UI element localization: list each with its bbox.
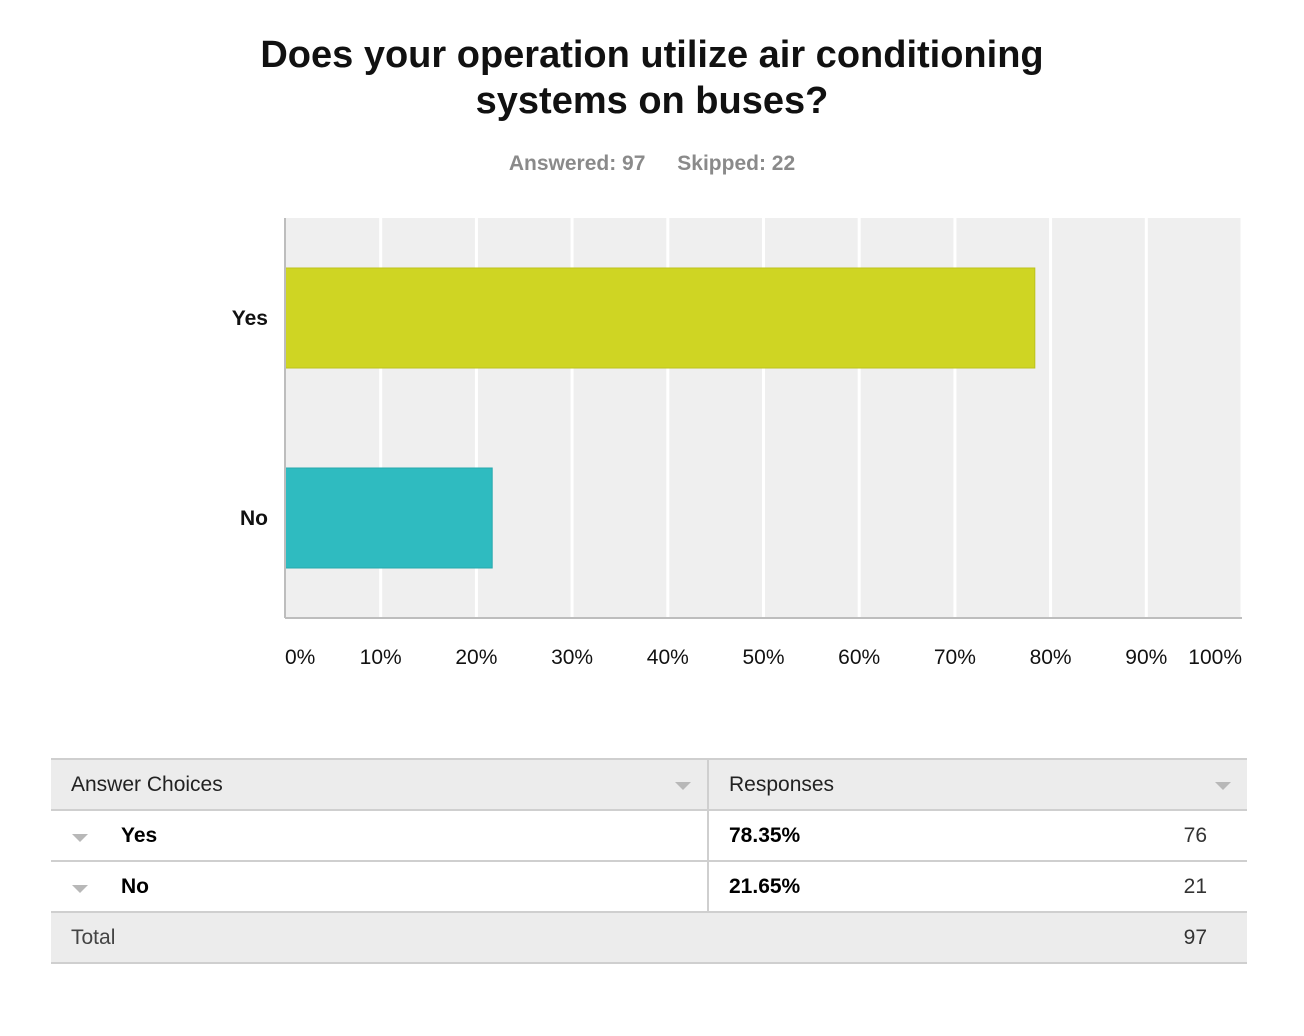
x-tick-label: 30%: [551, 646, 593, 669]
responses-header[interactable]: Responses: [708, 758, 1247, 811]
choice-cell: Yes: [51, 810, 709, 862]
choice-label: Yes: [121, 823, 158, 847]
response-cell: 21.65% 21: [708, 861, 1247, 913]
answer-choices-header-label: Answer Choices: [71, 772, 223, 796]
response-percent: 78.35%: [729, 823, 801, 847]
expand-caret-icon[interactable]: [72, 885, 88, 893]
table-row: Yes 78.35% 76: [51, 810, 1247, 862]
total-count: 97: [1183, 925, 1207, 949]
choice-label: No: [121, 874, 149, 898]
total-row: Total 97: [51, 912, 1247, 964]
chart-title-line-2: systems on buses?: [475, 80, 829, 122]
category-label: Yes: [232, 307, 268, 330]
sort-caret-icon[interactable]: [675, 782, 691, 790]
x-tick-label: 70%: [934, 646, 976, 669]
x-tick-label: 10%: [360, 646, 402, 669]
bar-chart: Yes No 0% 10% 20% 30% 40% 50% 60% 70% 80% 90% 100%: [232, 218, 1244, 669]
x-tick-label: 60%: [838, 646, 880, 669]
x-tick-label: 20%: [455, 646, 497, 669]
x-tick-label: 40%: [647, 646, 689, 669]
bar-no: [284, 467, 493, 569]
chart-title: Does your operation utilize air conditio…: [0, 32, 1304, 124]
x-tick-label: 0%: [285, 646, 315, 669]
chart-title-line-1: Does your operation utilize air conditio…: [260, 34, 1044, 76]
responses-header-label: Responses: [729, 772, 835, 796]
bar-yes: [284, 267, 1036, 369]
response-cell: 78.35% 76: [708, 810, 1247, 862]
x-tick-label: 50%: [742, 646, 784, 669]
table-row: No 21.65% 21: [51, 861, 1247, 913]
total-label: Total: [51, 912, 708, 964]
sort-caret-icon[interactable]: [1215, 782, 1231, 790]
answered-count: Answered: 97: [508, 152, 646, 175]
response-stats: Answered: 97 Skipped: 22: [0, 152, 1304, 176]
response-percent: 21.65%: [729, 874, 801, 898]
responses-table: Answer Choices Responses Yes 78.35% 76 N…: [51, 758, 1247, 964]
response-count: 76: [1183, 823, 1207, 847]
total-cell: 97: [708, 912, 1247, 964]
choice-cell: No: [51, 861, 709, 913]
x-tick-label: 100%: [1188, 646, 1242, 669]
table-header-row: Answer Choices Responses: [51, 758, 1247, 811]
expand-caret-icon[interactable]: [72, 834, 88, 842]
x-tick-label: 80%: [1030, 646, 1072, 669]
skipped-count: Skipped: 22: [677, 152, 796, 175]
answer-choices-header[interactable]: Answer Choices: [51, 758, 709, 811]
x-tick-label: 90%: [1125, 646, 1167, 669]
category-label: No: [240, 507, 268, 530]
response-count: 21: [1183, 874, 1207, 898]
